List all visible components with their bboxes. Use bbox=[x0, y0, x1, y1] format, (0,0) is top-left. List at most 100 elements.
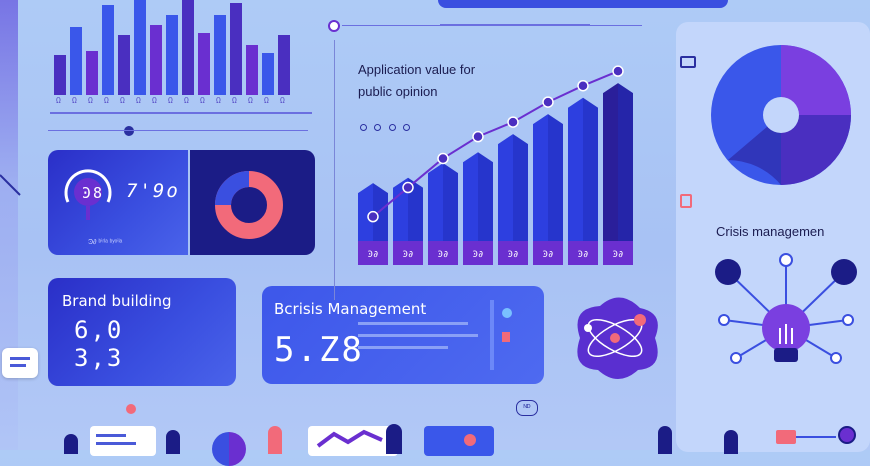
half-pie-icon bbox=[212, 432, 246, 466]
left-trend-icon bbox=[0, 174, 21, 196]
main-chart-point bbox=[612, 65, 624, 77]
main-chart-bar-label: Ͽ∂ bbox=[438, 250, 449, 260]
top-chart-slider-track bbox=[48, 130, 308, 131]
top-chart-bar bbox=[278, 35, 290, 95]
main-chart-bar-label: Ͽ∂ bbox=[473, 250, 484, 260]
main-chart-left-rule bbox=[334, 40, 335, 300]
main-chart-bar-label: Ͽ∂ bbox=[543, 250, 554, 260]
main-chart-panel: Application value for public opinion Ͽ∂ Ͽ… bbox=[328, 20, 658, 300]
person-icon-4 bbox=[386, 424, 402, 454]
donut-chart-icon bbox=[215, 171, 283, 239]
right-panel: Crisis managemen bbox=[676, 22, 870, 452]
main-chart-point bbox=[437, 152, 449, 165]
main-chart-bar-label: Ͽ∂ bbox=[578, 250, 589, 260]
main-chart-bar-label: Ͽ∂ bbox=[403, 250, 414, 260]
main-chart-bar bbox=[498, 134, 528, 265]
main-chart-point bbox=[402, 181, 414, 194]
top-chart-bar bbox=[166, 15, 178, 95]
small-badge-label: ᴺᴰ bbox=[523, 403, 531, 412]
crisis-marker bbox=[502, 332, 510, 342]
top-chart-tick-label: Ω bbox=[72, 96, 77, 105]
brand-card-title: Brand building bbox=[62, 292, 172, 310]
person-icon-1 bbox=[64, 434, 78, 454]
main-chart-bar bbox=[358, 183, 388, 265]
bottom-screen-card bbox=[308, 426, 398, 456]
right-panel-heading: Crisis managemen bbox=[716, 224, 825, 239]
top-chart-tick-label: Ω bbox=[120, 96, 125, 105]
gauge-value-left: Ͽ8 bbox=[82, 184, 105, 202]
top-chart-bar bbox=[70, 27, 82, 95]
crisis-side-bar bbox=[490, 300, 494, 370]
top-chart-bar bbox=[230, 3, 242, 95]
main-chart-title-line1: Application value for bbox=[358, 62, 476, 77]
small-badge: ᴺᴰ bbox=[516, 400, 538, 416]
top-chart-bar bbox=[246, 45, 258, 95]
main-chart-trend-line bbox=[372, 70, 619, 218]
main-chart-title-line2: public opinion bbox=[358, 84, 438, 99]
gauge-value-right: 7'9o bbox=[126, 180, 180, 202]
crisis-line-2 bbox=[358, 334, 478, 337]
top-chart-slider-handle[interactable] bbox=[124, 126, 134, 136]
right-panel-flag-icon[interactable] bbox=[680, 194, 692, 208]
top-chart-tick-label: Ω bbox=[280, 96, 285, 105]
person-icon-5 bbox=[658, 426, 672, 454]
top-chart-tick-label: Ω bbox=[168, 96, 173, 105]
donut-card bbox=[190, 150, 315, 255]
gauge-caption: Ͽ∂ ᵇⁱʳˡᵃ ᵇʸᵒⁱˡᵃ bbox=[88, 239, 123, 246]
atom-molecule-icon bbox=[577, 297, 658, 379]
main-chart-point bbox=[577, 79, 589, 92]
top-chart-tick-label: Ω bbox=[200, 96, 205, 105]
top-chart-tick-label: Ω bbox=[104, 96, 109, 105]
lightbulb-network-icon bbox=[715, 253, 857, 364]
brand-value-1: 6,0 bbox=[74, 316, 124, 344]
top-chart-bar bbox=[214, 15, 226, 95]
gauge-card: Ͽ8 7'9o Ͽ∂ ᵇⁱʳˡᵃ ᵇʸᵒⁱˡᵃ bbox=[48, 150, 188, 255]
crisis-card-value: 5.Z8 bbox=[274, 330, 364, 370]
top-center-tab bbox=[438, 0, 728, 8]
main-chart-bar bbox=[603, 83, 633, 265]
top-chart-bar bbox=[54, 55, 66, 95]
top-chart-bar bbox=[134, 0, 146, 95]
person-icon-2 bbox=[166, 430, 180, 454]
chat-bubble-icon[interactable] bbox=[2, 348, 38, 378]
main-chart-bar bbox=[463, 152, 493, 265]
crisis-line-3 bbox=[358, 346, 448, 349]
top-chart-bar bbox=[86, 51, 98, 95]
bottom-strip bbox=[40, 420, 870, 466]
right-panel-icon[interactable] bbox=[680, 56, 696, 68]
main-chart-point bbox=[367, 210, 379, 223]
main-chart-bar bbox=[533, 114, 563, 265]
top-chart-tick-label: Ω bbox=[88, 96, 93, 105]
left-bottom-handle[interactable] bbox=[126, 404, 136, 414]
person-icon-6 bbox=[724, 430, 738, 454]
top-chart-bar bbox=[118, 35, 130, 95]
bottom-chart-card bbox=[424, 426, 494, 456]
main-bar-chart: Ͽ∂ Ͽ∂ Ͽ∂ Ͽ∂ Ͽ∂ Ͽ∂ Ͽ∂ Ͽ∂ bbox=[358, 65, 633, 266]
main-chart-bar-label: Ͽ∂ bbox=[368, 250, 379, 260]
gauge-ring-icon bbox=[64, 169, 112, 220]
main-chart-point bbox=[542, 96, 554, 108]
main-chart-bar-label: Ͽ∂ bbox=[613, 250, 624, 260]
bottom-document-card bbox=[90, 426, 156, 456]
right-pie-chart bbox=[711, 45, 851, 185]
top-center-rule bbox=[440, 24, 590, 25]
brand-building-card: Brand building 6,0 3,3 bbox=[48, 278, 236, 386]
top-chart-tick-label: Ω bbox=[136, 96, 141, 105]
crisis-card-title: Bcrisis Management bbox=[274, 300, 427, 318]
main-chart-top-handle[interactable] bbox=[328, 20, 340, 32]
top-chart-bar bbox=[182, 0, 194, 95]
main-chart-dots bbox=[360, 118, 411, 136]
top-chart-tick-label: Ω bbox=[184, 96, 189, 105]
crisis-line-1 bbox=[358, 322, 468, 325]
top-chart-bar bbox=[102, 5, 114, 95]
top-chart-bar bbox=[150, 25, 162, 95]
person-icon-3 bbox=[268, 426, 282, 454]
brand-value-2: 3,3 bbox=[74, 344, 124, 372]
top-chart-tick-label: Ω bbox=[264, 96, 269, 105]
right-panel-toggle[interactable] bbox=[776, 424, 856, 444]
main-chart-bar bbox=[428, 163, 458, 265]
top-chart-tick-label: Ω bbox=[216, 96, 221, 105]
main-chart-bar bbox=[393, 177, 423, 265]
left-edge-strip bbox=[0, 0, 18, 450]
top-chart-bar bbox=[262, 53, 274, 95]
